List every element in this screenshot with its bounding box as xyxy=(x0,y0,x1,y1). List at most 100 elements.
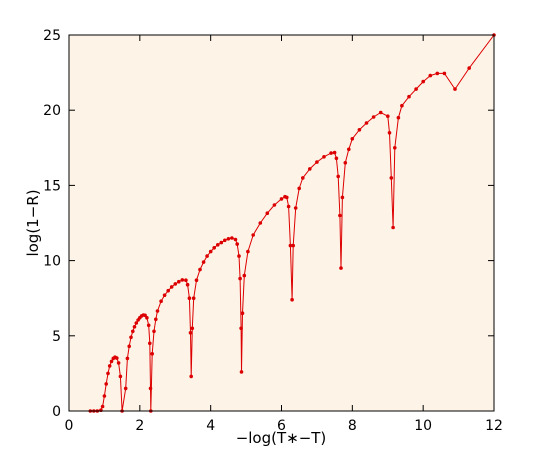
data-point xyxy=(190,326,195,331)
data-point xyxy=(212,246,216,250)
data-point xyxy=(226,237,231,241)
data-point xyxy=(219,240,224,245)
data-point xyxy=(251,233,255,237)
data-point xyxy=(123,386,128,391)
data-point xyxy=(435,71,440,76)
y-tick-label: 15 xyxy=(43,178,61,194)
data-point xyxy=(338,213,342,218)
data-point xyxy=(154,317,158,322)
y-tick-label: 20 xyxy=(43,103,61,119)
data-point xyxy=(187,296,192,301)
data-point xyxy=(198,267,202,272)
data-point xyxy=(308,167,312,171)
data-point xyxy=(131,329,135,334)
data-point xyxy=(208,249,213,254)
x-tick-label: 12 xyxy=(485,418,503,434)
data-point xyxy=(125,356,130,361)
data-point xyxy=(293,206,298,210)
data-point xyxy=(391,225,395,230)
data-point xyxy=(100,404,105,409)
data-point xyxy=(246,249,250,254)
data-point xyxy=(230,236,234,240)
data-point xyxy=(332,150,337,155)
y-axis-label: log(1−R) xyxy=(24,189,42,256)
data-point xyxy=(148,386,153,391)
data-point xyxy=(159,299,163,304)
x-tick-label: 4 xyxy=(206,418,215,434)
data-point xyxy=(396,115,401,120)
data-point xyxy=(322,155,326,159)
data-point xyxy=(238,276,242,281)
data-point xyxy=(239,370,244,374)
data-point xyxy=(239,326,243,331)
data-point xyxy=(371,115,376,119)
data-point xyxy=(116,361,121,365)
data-point xyxy=(169,285,174,289)
data-point xyxy=(205,254,209,258)
data-point xyxy=(118,374,123,379)
data-point xyxy=(109,359,114,364)
data-point xyxy=(150,352,154,356)
data-point xyxy=(286,204,291,209)
data-point xyxy=(188,331,193,335)
data-point xyxy=(145,316,149,320)
data-point xyxy=(134,321,139,325)
data-point xyxy=(288,243,293,248)
x-tick-label: 2 xyxy=(135,418,144,434)
data-point xyxy=(347,147,351,152)
x-tick-label: 8 xyxy=(348,418,357,434)
data-point xyxy=(428,73,433,78)
data-point xyxy=(453,87,457,91)
data-point xyxy=(177,279,181,284)
plot-background xyxy=(69,35,494,411)
data-point xyxy=(414,87,418,91)
data-point xyxy=(185,282,190,287)
data-point xyxy=(242,273,247,278)
data-point xyxy=(407,94,411,99)
x-tick-labels: 0 2 4 6 8 10 12 xyxy=(65,418,503,434)
data-point xyxy=(291,243,296,248)
data-point xyxy=(421,79,426,84)
data-point xyxy=(400,103,404,108)
x-tick-label: 6 xyxy=(277,418,286,434)
data-point xyxy=(166,288,170,293)
data-point xyxy=(334,156,339,161)
data-point xyxy=(364,121,369,125)
data-point xyxy=(132,325,137,329)
data-point xyxy=(223,238,227,243)
data-point xyxy=(180,278,185,282)
x-tick-label: 10 xyxy=(414,418,432,434)
data-point xyxy=(350,137,355,141)
x-tick-label: 0 xyxy=(65,418,74,434)
x-axis-label: −log(T∗−T) xyxy=(236,429,327,447)
data-point xyxy=(184,278,188,283)
data-point xyxy=(279,197,284,201)
data-point xyxy=(107,364,112,368)
plot-frame xyxy=(68,34,495,412)
data-point xyxy=(389,176,394,180)
data-point xyxy=(240,311,245,316)
data-point xyxy=(162,293,167,298)
data-point xyxy=(378,110,383,115)
data-point xyxy=(173,282,178,286)
data-point xyxy=(387,131,392,135)
data-point xyxy=(106,371,110,376)
data-point xyxy=(143,313,147,318)
y-tick-label: 0 xyxy=(52,404,61,420)
data-point xyxy=(339,266,343,270)
data-point xyxy=(235,242,239,246)
y-tick-label: 10 xyxy=(43,254,61,270)
data-point xyxy=(393,146,397,150)
data-point xyxy=(386,114,390,118)
data-point xyxy=(191,296,196,301)
data-point xyxy=(343,161,348,165)
y-tick-labels: 0 5 10 15 20 25 xyxy=(43,28,61,420)
data-point xyxy=(290,297,294,302)
data-point xyxy=(336,174,341,179)
series-line xyxy=(90,34,495,412)
data-point xyxy=(216,243,220,247)
y-tick-label: 5 xyxy=(52,329,61,345)
data-point xyxy=(155,309,160,313)
data-point xyxy=(340,195,345,200)
